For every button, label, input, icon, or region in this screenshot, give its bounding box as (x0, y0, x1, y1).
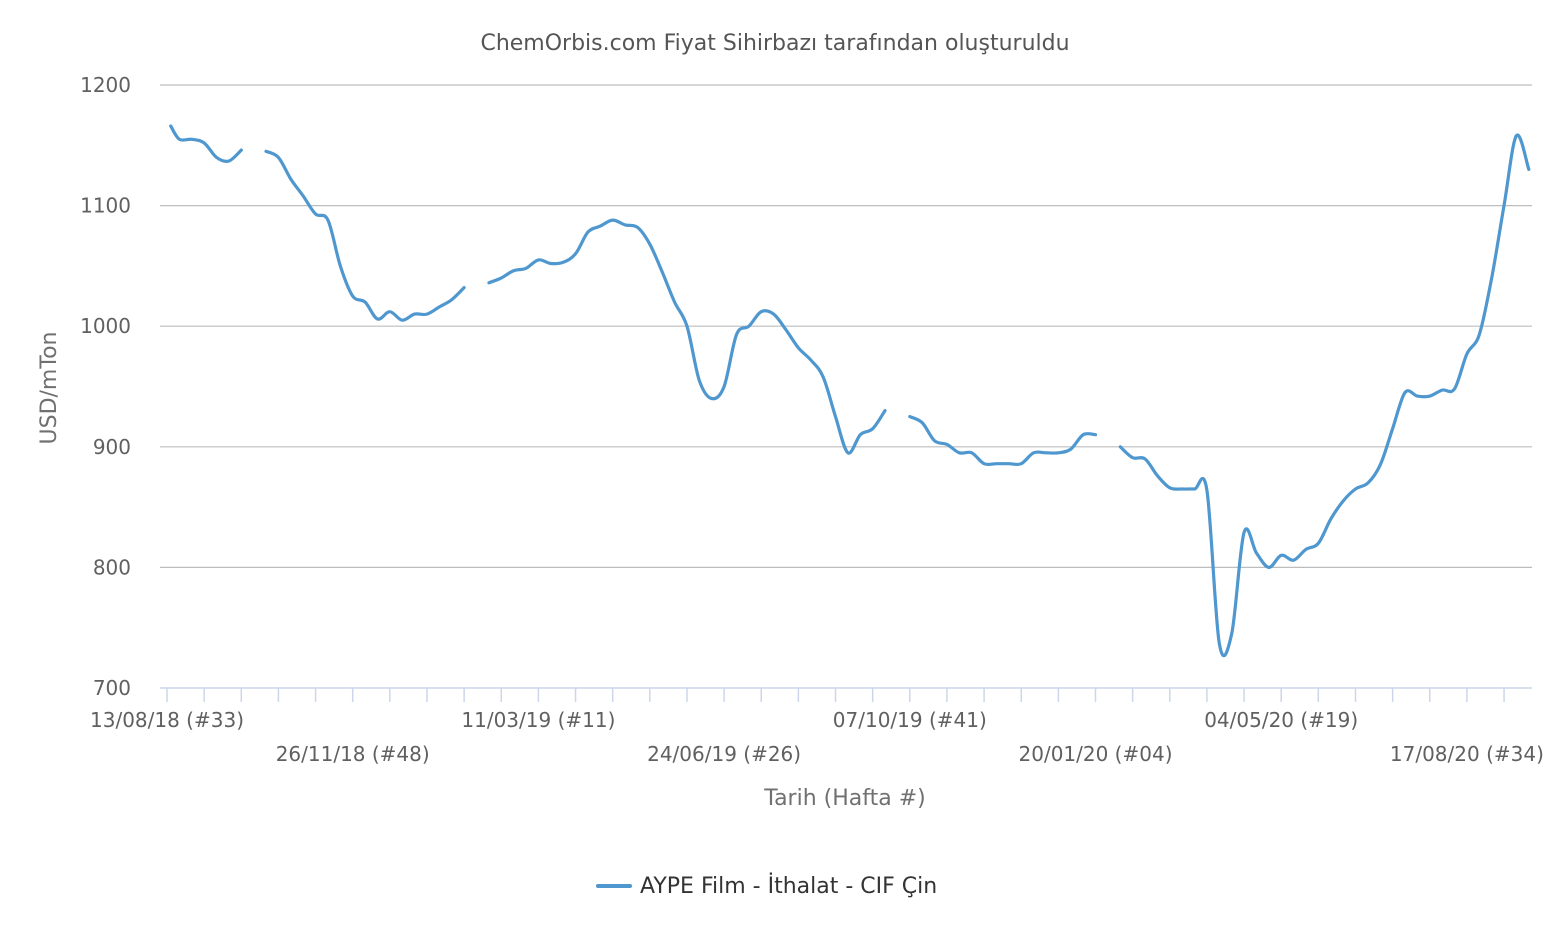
legend-label[interactable]: AYPE Film - İthalat - CIF Çin (640, 873, 937, 899)
series-line-segment (908, 415, 1098, 467)
x-tick-label: 11/03/19 (#11) (461, 708, 615, 732)
series-layer (169, 124, 1531, 658)
grid-lines (160, 84, 1532, 569)
x-tick-label: 26/11/18 (#48) (276, 742, 430, 766)
y-tick-label: 1100 (80, 194, 131, 218)
x-tick-label: 07/10/19 (#41) (833, 708, 987, 732)
y-tick-label: 900 (93, 435, 131, 459)
legend[interactable]: AYPE Film - İthalat - CIF Çin (596, 873, 937, 899)
y-axis-ticks: 1200 1100 1000 900 800 700 (80, 73, 131, 700)
y-tick-label: 800 (93, 555, 131, 579)
x-tick-label: 20/01/20 (#04) (1019, 742, 1173, 766)
x-tick-label: 24/06/19 (#26) (647, 742, 801, 766)
x-tick-label: 17/08/20 (#34) (1390, 742, 1544, 766)
x-axis-title: Tarih (Hafta #) (763, 786, 925, 811)
series-line-segment (264, 149, 466, 322)
series-line-segment (1118, 133, 1531, 658)
y-axis-title: USD/mTon (37, 332, 62, 445)
y-tick-label: 1000 (80, 314, 131, 338)
series-line-segment (169, 124, 243, 163)
x-tick-label: 13/08/18 (#33) (90, 708, 244, 732)
chart-title: ChemOrbis.com Fiyat Sihirbazı tarafından… (480, 31, 1069, 56)
series-line-segment (487, 218, 887, 455)
y-tick-label: 700 (93, 676, 131, 700)
y-tick-label: 1200 (80, 73, 131, 97)
x-axis-ticks: 13/08/18 (#33) 26/11/18 (#48) 11/03/19 (#1… (90, 688, 1544, 766)
x-tick-label: 04/05/20 (#19) (1204, 708, 1358, 732)
